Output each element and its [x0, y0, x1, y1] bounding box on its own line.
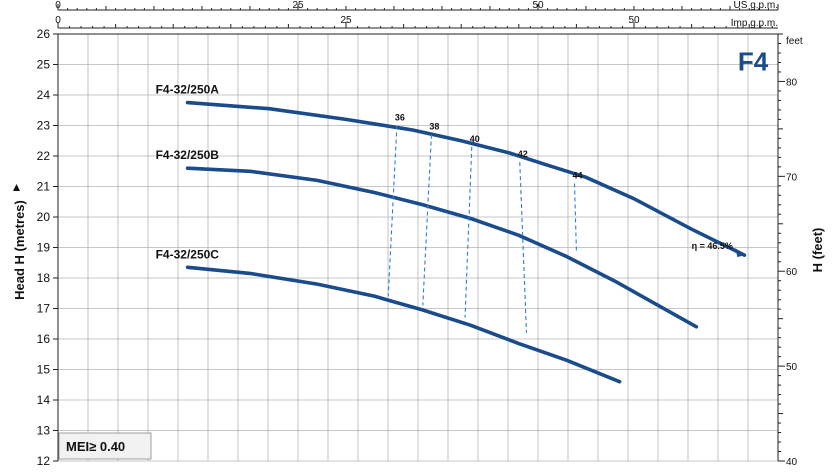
y-tick-label: 14: [37, 393, 51, 407]
right-tick-label: 40: [786, 457, 798, 468]
series-label-F4-32/250B: F4-32/250B: [156, 148, 220, 162]
series-line-F4-32/250A: [185, 100, 747, 257]
y-tick-label: 20: [37, 210, 51, 224]
right-axis-unit-label: feet: [786, 36, 803, 47]
max-efficiency-label: η = 46.5%: [692, 241, 733, 251]
y-tick-label: 17: [37, 302, 51, 316]
efficiency-label-40: 40: [470, 134, 480, 144]
series-label-F4-32/250C: F4-32/250C: [156, 247, 220, 261]
top-tick-label: 50: [628, 15, 640, 26]
series-line-F4-32/250C: [185, 265, 622, 384]
efficiency-line-38: [422, 134, 432, 306]
right-tick-label: 60: [786, 267, 798, 278]
y-tick-label: 19: [37, 241, 51, 255]
right-tick-label: 70: [786, 172, 798, 183]
right-tick-label: 80: [786, 77, 798, 88]
y-tick-label: 25: [37, 58, 51, 72]
mei-badge-box: [58, 432, 152, 460]
efficiency-line-40: [464, 146, 473, 318]
chart-title: F4: [738, 47, 769, 77]
efficiency-line-36: [387, 125, 398, 297]
efficiency-label-42: 42: [518, 149, 528, 159]
efficiency-label-44: 44: [572, 170, 582, 180]
top-tick-label: 25: [292, 0, 304, 11]
top-tick-label: 0: [55, 0, 61, 11]
efficiency-line-42: [519, 162, 528, 333]
top-tick-label: 25: [340, 15, 352, 26]
y-tick-label: 24: [37, 88, 51, 102]
y-tick-label: 18: [37, 271, 51, 285]
efficiency-label-36: 36: [395, 113, 405, 123]
mei-label: MEI≥ 0.40: [66, 439, 125, 454]
y-tick-label: 26: [37, 27, 51, 41]
series-label-F4-32/250A: F4-32/250A: [156, 83, 220, 97]
top-axis-unit-label: US g.p.m.: [734, 0, 778, 11]
curve-end-arrow: [735, 248, 745, 258]
top-tick-label: 0: [55, 15, 61, 26]
top-axis-unit-label: Imp g.p.m.: [731, 18, 778, 29]
y-tick-label: 12: [37, 454, 51, 468]
y-tick-label: 13: [37, 424, 51, 438]
y-axis-label: Head H (metres): [12, 200, 27, 300]
y-tick-label: 22: [37, 149, 51, 163]
y-tick-label: 21: [37, 180, 51, 194]
y-axis-arrow-icon: [13, 184, 20, 191]
series-line-F4-32/250B: [185, 166, 699, 329]
y-tick-label: 23: [37, 119, 51, 133]
y-tick-label: 16: [37, 332, 51, 346]
top-tick-label: 50: [532, 0, 544, 11]
right-y-axis-label: H (feet): [810, 228, 825, 273]
right-tick-label: 50: [786, 362, 798, 373]
y-tick-label: 15: [37, 363, 51, 377]
efficiency-label-38: 38: [429, 122, 439, 132]
